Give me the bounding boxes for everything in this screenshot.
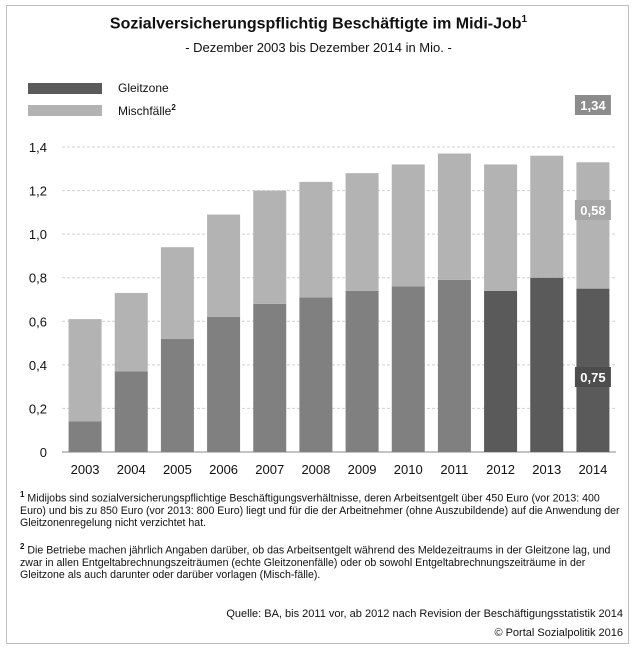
- label-total-2014-bg: [574, 95, 611, 115]
- y-tick-label: 0,4: [29, 358, 47, 373]
- y-tick-label: 1,2: [29, 184, 47, 199]
- legend-swatch-mischfaelle: [28, 105, 102, 116]
- bar-gleitzone-2012: [484, 290, 518, 452]
- y-tick-label: 0,2: [29, 401, 47, 416]
- bar-gleitzone-2007: [253, 303, 287, 452]
- x-tick-label: 2010: [394, 462, 423, 477]
- x-tick-label: 2014: [578, 462, 607, 477]
- x-tick-label: 2013: [532, 462, 561, 477]
- x-tick-label: 2006: [209, 462, 238, 477]
- legend-label-mischfaelle-text: Mischfälle: [118, 104, 172, 118]
- bar-mischfaelle-2013: [530, 155, 564, 278]
- label-mischfaelle-2014: 0,58: [580, 203, 605, 218]
- label-gleitzone-2014-bg: [574, 367, 611, 387]
- y-tick-label: 0,6: [29, 314, 47, 329]
- x-tick-label: 2011: [440, 462, 468, 477]
- footnote-1-text: Midijobs sind sozialversicherungspflicht…: [20, 492, 620, 530]
- bar-gleitzone-2005: [160, 338, 194, 452]
- legend-swatch-gleitzone: [28, 83, 102, 94]
- x-tick-label: 2008: [301, 462, 330, 477]
- bar-gleitzone-2013: [530, 277, 564, 452]
- bar-mischfaelle-2006: [207, 214, 241, 317]
- bar-mischfaelle-2007: [253, 190, 287, 304]
- bar-gleitzone-2004: [114, 371, 148, 452]
- copyright-note: © Portal Sozialpolitik 2016: [494, 627, 623, 639]
- bar-gleitzone-2008: [299, 297, 333, 452]
- x-tick-label: 2009: [348, 462, 377, 477]
- chart-frame: [6, 5, 629, 644]
- bar-gleitzone-2006: [207, 316, 241, 452]
- x-tick-label: 2012: [486, 462, 515, 477]
- bar-mischfaelle-2009: [345, 173, 379, 291]
- title-footnote-mark: 1: [521, 14, 528, 25]
- footnote-2-text: Die Betriebe machen jährlich Angaben dar…: [20, 544, 611, 582]
- bar-gleitzone-2010: [391, 286, 425, 452]
- bar-mischfaelle-2003: [68, 319, 102, 422]
- y-tick-label: 1,0: [29, 227, 47, 242]
- bar-mischfaelle-2004: [114, 292, 148, 372]
- x-tick-label: 2007: [255, 462, 284, 477]
- x-tick-label: 2003: [71, 462, 100, 477]
- source-note: Quelle: BA, bis 2011 vor, ab 2012 nach R…: [226, 608, 623, 620]
- label-mischfaelle-2014-bg: [574, 200, 611, 220]
- y-tick-label: 0: [40, 445, 47, 460]
- y-tick-label: 0,8: [29, 271, 47, 286]
- bar-mischfaelle-2010: [391, 164, 425, 287]
- y-tick-label: 1,4: [29, 140, 47, 155]
- bar-gleitzone-2003: [68, 421, 102, 452]
- chart-title: Sozialversicherungspflichtig Beschäftigt…: [0, 14, 637, 33]
- chart-subtitle: - Dezember 2003 bis Dezember 2014 in Mio…: [185, 40, 452, 55]
- chart-title-text: Sozialversicherungspflichtig Beschäftigt…: [109, 15, 522, 33]
- x-tick-label: 2005: [163, 462, 192, 477]
- bar-mischfaelle-2014: [576, 162, 610, 289]
- label-gleitzone-2014: 0,75: [580, 370, 605, 385]
- label-total-2014: 1,34: [580, 98, 606, 113]
- footnote-2: 2 Die Betriebe machen jährlich Angaben d…: [20, 541, 625, 582]
- footnote-1: 1 Midijobs sind sozialversicherungspflic…: [20, 489, 625, 530]
- bar-mischfaelle-2008: [299, 181, 333, 298]
- bar-gleitzone-2009: [345, 290, 379, 452]
- legend-label-mischfaelle: Mischfälle2: [118, 103, 176, 118]
- footnote-1-mark: 1: [20, 490, 25, 499]
- bar-mischfaelle-2011: [437, 153, 471, 280]
- bar-gleitzone-2011: [437, 279, 471, 452]
- x-tick-label: 2004: [117, 462, 146, 477]
- legend-label-gleitzone: Gleitzone: [118, 81, 169, 95]
- bar-mischfaelle-2005: [160, 247, 194, 339]
- bar-mischfaelle-2012: [484, 164, 518, 291]
- legend-footnote-mark: 2: [171, 103, 176, 112]
- footnote-2-mark: 2: [20, 542, 25, 551]
